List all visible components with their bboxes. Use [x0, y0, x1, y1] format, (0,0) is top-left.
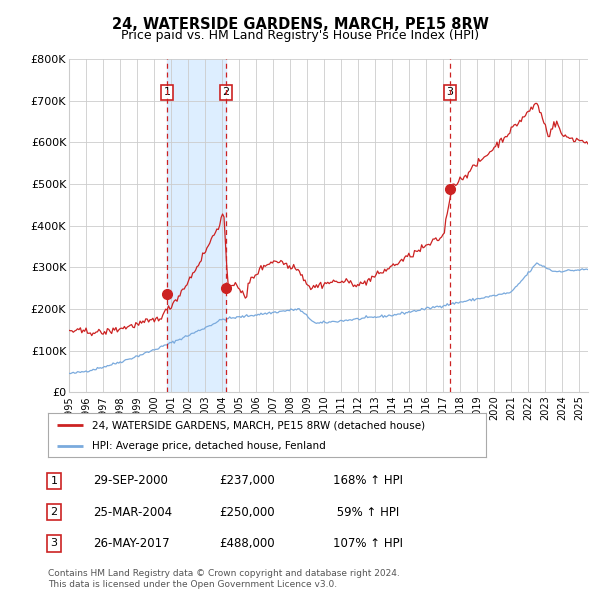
Text: 2: 2 — [223, 87, 230, 97]
Text: 25-MAR-2004: 25-MAR-2004 — [93, 506, 172, 519]
Text: 3: 3 — [50, 539, 58, 548]
Text: 1: 1 — [50, 476, 58, 486]
Text: 107% ↑ HPI: 107% ↑ HPI — [333, 537, 403, 550]
Text: 24, WATERSIDE GARDENS, MARCH, PE15 8RW: 24, WATERSIDE GARDENS, MARCH, PE15 8RW — [112, 17, 488, 31]
Text: 2: 2 — [50, 507, 58, 517]
Text: £488,000: £488,000 — [219, 537, 275, 550]
Text: HPI: Average price, detached house, Fenland: HPI: Average price, detached house, Fenl… — [92, 441, 326, 451]
Bar — [167, 59, 226, 392]
Text: £250,000: £250,000 — [219, 506, 275, 519]
Text: Price paid vs. HM Land Registry's House Price Index (HPI): Price paid vs. HM Land Registry's House … — [121, 30, 479, 42]
Text: £237,000: £237,000 — [219, 474, 275, 487]
Text: 29-SEP-2000: 29-SEP-2000 — [93, 474, 168, 487]
Text: 3: 3 — [446, 87, 454, 97]
Text: 24, WATERSIDE GARDENS, MARCH, PE15 8RW (detached house): 24, WATERSIDE GARDENS, MARCH, PE15 8RW (… — [92, 421, 425, 430]
Text: 26-MAY-2017: 26-MAY-2017 — [93, 537, 170, 550]
Text: This data is licensed under the Open Government Licence v3.0.: This data is licensed under the Open Gov… — [48, 579, 337, 589]
Text: 59% ↑ HPI: 59% ↑ HPI — [333, 506, 399, 519]
Text: 1: 1 — [163, 87, 170, 97]
Text: Contains HM Land Registry data © Crown copyright and database right 2024.: Contains HM Land Registry data © Crown c… — [48, 569, 400, 578]
Text: 168% ↑ HPI: 168% ↑ HPI — [333, 474, 403, 487]
